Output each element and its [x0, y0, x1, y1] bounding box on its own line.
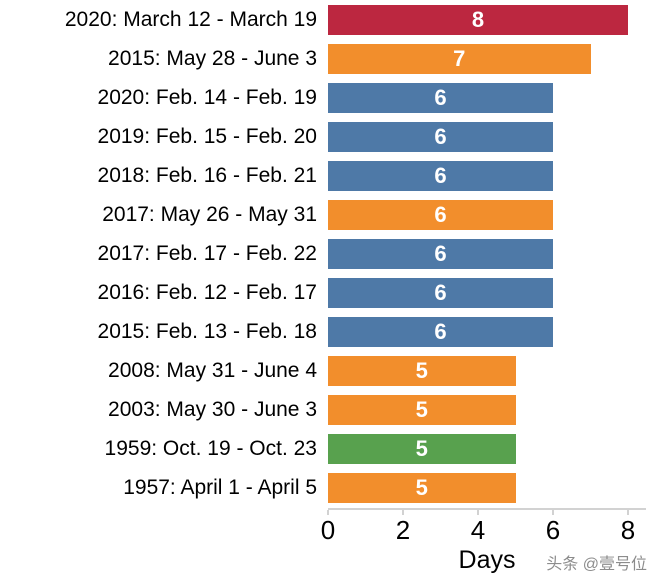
bar-track: 6: [328, 199, 650, 230]
bar-track: 5: [328, 355, 650, 386]
bar-row: 2003: May 30 - June 3 5: [0, 390, 650, 429]
watermark: 头条 @壹号位: [546, 556, 647, 573]
bar-rows: 2020: March 12 - March 19 8 2015: May 28 -…: [0, 0, 650, 507]
x-tick: [477, 510, 479, 515]
bar-track: 5: [328, 472, 650, 503]
bar: 5: [328, 355, 516, 386]
bar-value: 6: [434, 201, 447, 227]
x-tick-label: 4: [470, 515, 486, 545]
bar: 5: [328, 394, 516, 425]
bar: 6: [328, 277, 553, 308]
x-tick-label: 8: [620, 515, 636, 545]
bar-label: 2008: May 31 - June 4: [108, 358, 317, 382]
bar-label: 2019: Feb. 15 - Feb. 20: [97, 124, 317, 148]
bar: 7: [328, 43, 591, 74]
bar: 6: [328, 199, 553, 230]
x-axis-title: Days: [458, 546, 516, 574]
bar-value: 6: [434, 84, 447, 110]
bar-value: 6: [434, 162, 447, 188]
x-tick-label: 6: [545, 515, 561, 545]
bar: 6: [328, 316, 553, 347]
bar-track: 6: [328, 121, 650, 152]
bar-row: 2008: May 31 - June 4 5: [0, 351, 650, 390]
bar-row: 2015: May 28 - June 3 7: [0, 39, 650, 78]
bar: 6: [328, 121, 553, 152]
x-tick: [327, 510, 329, 515]
bar-label: 2018: Feb. 16 - Feb. 21: [97, 163, 317, 187]
bar-row: 2020: March 12 - March 19 8: [0, 0, 650, 39]
bar-row: 1957: April 1 - April 5 5: [0, 468, 650, 507]
bar-track: 5: [328, 433, 650, 464]
bar-row: 2019: Feb. 15 - Feb. 20 6: [0, 117, 650, 156]
bar-value: 8: [471, 6, 485, 32]
bar-value: 6: [434, 279, 447, 305]
bar-row: 2017: May 26 - May 31 6: [0, 195, 650, 234]
bar-row: 2020: Feb. 14 - Feb. 19 6: [0, 78, 650, 117]
x-tick: [552, 510, 554, 515]
bar-value: 5: [415, 474, 428, 500]
bar-label: 1957: April 1 - April 5: [123, 475, 317, 499]
bar-track: 6: [328, 160, 650, 191]
bar-track: 8: [328, 4, 650, 35]
bar: 6: [328, 238, 553, 269]
bar-label: 2015: Feb. 13 - Feb. 18: [97, 319, 317, 343]
bar: 6: [328, 82, 553, 113]
bar-label: 2020: Feb. 14 - Feb. 19: [97, 85, 317, 109]
bar: 6: [328, 160, 553, 191]
x-tick: [627, 510, 629, 515]
bar-row: 1959: Oct. 19 - Oct. 23 5: [0, 429, 650, 468]
bar-value: 5: [415, 435, 428, 461]
bar-value: 6: [434, 240, 447, 266]
bar-label: 2017: Feb. 17 - Feb. 22: [97, 241, 317, 265]
bar-label: 2020: March 12 - March 19: [64, 7, 317, 31]
bar-label: 2015: May 28 - June 3: [108, 46, 317, 70]
bar-label: 2016: Feb. 12 - Feb. 17: [97, 280, 317, 304]
bar-label: 1959: Oct. 19 - Oct. 23: [104, 436, 317, 460]
bar-row: 2016: Feb. 12 - Feb. 17 6: [0, 273, 650, 312]
bar: 8: [328, 4, 628, 35]
bar-track: 7: [328, 43, 650, 74]
bar-label: 2003: May 30 - June 3: [108, 397, 317, 421]
bar-track: 6: [328, 238, 650, 269]
x-axis: 0 2 4 6 8: [321, 508, 646, 545]
bar-track: 6: [328, 82, 650, 113]
x-tick: [402, 510, 404, 515]
x-tick-label: 2: [395, 515, 411, 545]
bar-value: 7: [453, 45, 466, 71]
bar-label: 2017: May 26 - May 31: [102, 202, 317, 226]
bar-track: 6: [328, 316, 650, 347]
bar-row: 2018: Feb. 16 - Feb. 21 6: [0, 156, 650, 195]
bar-row: 2017: Feb. 17 - Feb. 22 6: [0, 234, 650, 273]
bar-value: 6: [434, 318, 447, 344]
bar-value: 6: [434, 123, 447, 149]
bar: 5: [328, 433, 516, 464]
bar-value: 5: [415, 396, 428, 422]
bar-track: 6: [328, 277, 650, 308]
bar-row: 2015: Feb. 13 - Feb. 18 6: [0, 312, 650, 351]
x-tick-label: 0: [320, 515, 336, 545]
bar-value: 5: [415, 357, 428, 383]
bar: 5: [328, 472, 516, 503]
bar-track: 5: [328, 394, 650, 425]
